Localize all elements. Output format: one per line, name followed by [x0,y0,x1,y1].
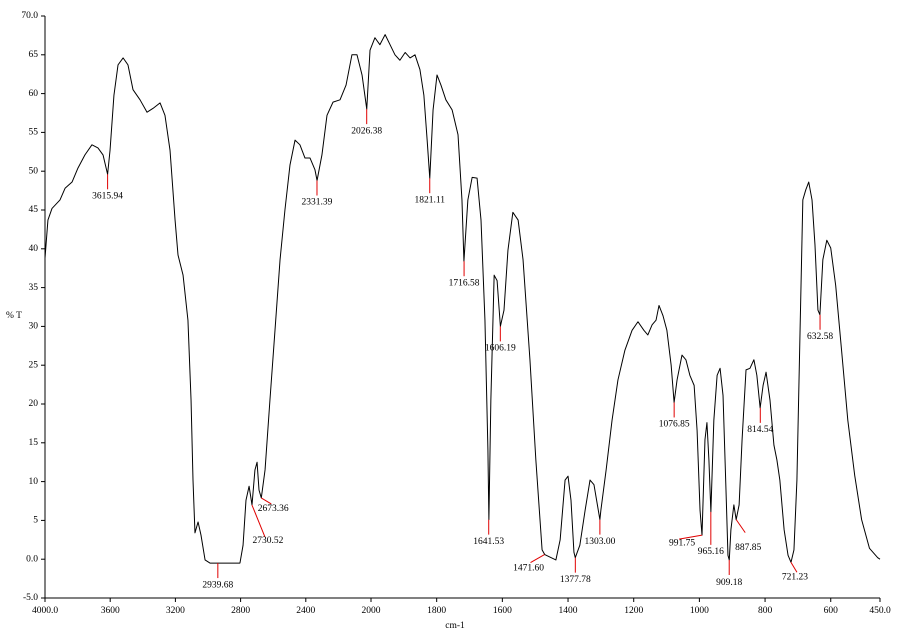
x-tick-label: 450.0 [869,606,891,616]
y-tick-label: 5 [33,516,38,526]
peak-label: 1076.85 [659,420,690,430]
x-tick-label: 1000 [690,606,709,616]
y-tick-label: 45 [29,205,39,215]
peak-marker [735,519,746,533]
y-tick-label: 55 [29,128,39,138]
peak-label: 2026.38 [351,126,382,136]
x-tick-label: 1200 [624,606,643,616]
y-tick-label: 70.0 [21,11,38,21]
x-tick-label: 1800 [427,606,446,616]
y-tick-label: 10 [29,477,39,487]
x-tick-label: 4000.0 [32,606,58,616]
x-tick-label: 800 [758,606,773,616]
x-tick-label: 1400 [559,606,578,616]
y-tick-label: 15 [29,438,39,448]
peak-marker [530,554,545,563]
x-tick-label: 600 [824,606,839,616]
peak-label: 1606.19 [485,344,516,354]
peak-label: 909.18 [716,578,742,588]
peak-label: 1303.00 [584,537,615,547]
x-tick-label: 2800 [231,606,250,616]
y-tick-label: 30 [29,322,39,332]
y-axis-label: % T [6,311,22,321]
x-tick-label: 2000 [362,606,381,616]
x-axis-label: cm-1 [445,621,465,631]
y-tick-label: 40 [29,244,39,254]
peak-marker [260,497,272,505]
peak-label: 1377.78 [560,575,591,585]
peak-label: 991.75 [669,538,695,548]
peak-label: 2730.52 [252,536,283,546]
x-tick-label: 3200 [166,606,185,616]
peak-marker [679,534,703,540]
y-tick-label: 60 [29,89,39,99]
peak-label: 1821.11 [414,195,445,205]
peak-label: 2673.36 [258,504,289,514]
y-tick-label: -5.0 [23,593,38,603]
peak-label: 632.58 [807,332,833,342]
y-tick-label: 65 [29,50,39,60]
x-tick-label: 2400 [296,606,315,616]
peak-label: 814.54 [747,425,773,435]
y-tick-label: 35 [29,283,39,293]
peak-label: 2939.68 [202,580,233,590]
peak-label: 1471.60 [513,564,544,574]
spectrum-line [44,34,881,564]
x-tick-label: 3600 [101,606,120,616]
peak-marker [790,562,798,573]
peak-label: 1641.53 [473,537,504,547]
peak-marker [251,504,266,538]
x-tick-label: 1600 [493,606,512,616]
peak-label: 3615.94 [92,191,123,201]
peak-label: 1716.58 [449,278,480,288]
y-tick-label: 20 [29,399,39,409]
y-tick-label: 25 [29,360,39,370]
peak-label: 2331.39 [302,198,333,208]
peak-label: 887.85 [735,543,761,553]
peak-label: 965.16 [698,547,724,557]
y-tick-label: 50 [29,166,39,176]
y-tick-label: 0.0 [26,554,38,564]
peak-label: 721.23 [782,572,808,582]
